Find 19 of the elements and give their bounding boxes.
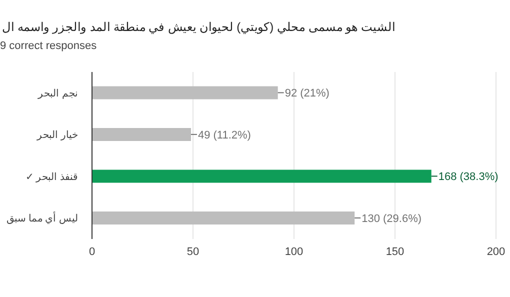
x-tick-label: 200 (486, 246, 506, 258)
data-label: 130 (29.6%) (362, 212, 422, 225)
x-tick-label: 0 (88, 246, 96, 258)
data-label: 168 (38.3%) (438, 171, 498, 184)
x-tick-label: 150 (386, 246, 404, 258)
chart-subtitle: 9 correct responses (0, 40, 97, 52)
y-tick-label: قنفذ البحر ✓ (25, 172, 78, 183)
y-tick-label: ليس أي مما سبق (6, 212, 78, 225)
y-tick-label: نجم البحر (37, 88, 78, 100)
data-label: 49 (11.2%) (198, 129, 251, 142)
bar (92, 170, 432, 183)
x-tick-label: 100 (284, 246, 304, 258)
bar (92, 211, 355, 224)
chart-title: الشيت هو مسمى محلي (كويتي) لحيوان يعيش في منطقة المد والجزر واسمه ال (2, 20, 395, 34)
bar (92, 128, 191, 141)
data-label: 92 (21%) (284, 88, 330, 100)
bar (92, 86, 278, 100)
y-tick-label: خيار البحر (36, 130, 78, 142)
x-tick-label: 50 (186, 246, 200, 258)
